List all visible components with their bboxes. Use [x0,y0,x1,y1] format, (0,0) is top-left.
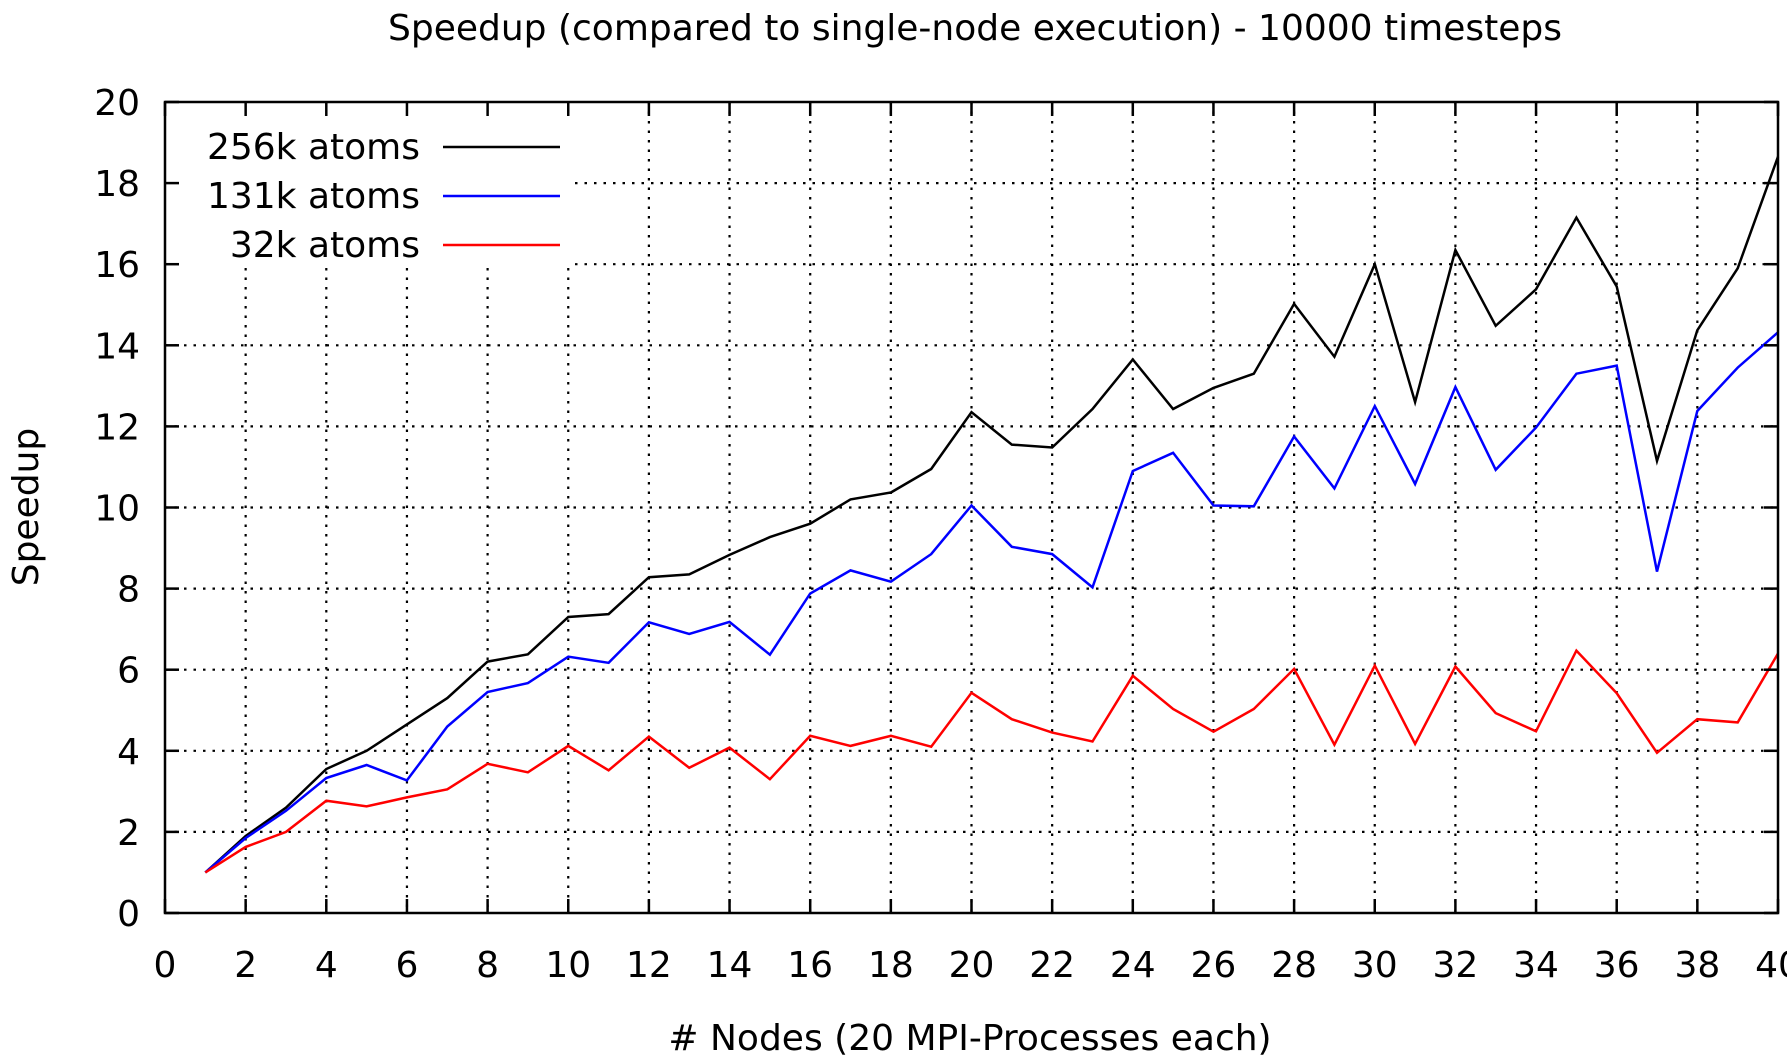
axis-ticks: 0246810121416182022242628303234363840024… [94,83,1787,986]
x-tick-label: 32 [1432,945,1478,986]
x-axis-title: # Nodes (20 MPI-Processes each) [668,1018,1271,1059]
y-tick-label: 18 [94,164,140,205]
y-tick-label: 2 [117,813,140,854]
x-tick-label: 22 [1029,945,1075,986]
y-tick-label: 10 [94,489,140,530]
x-tick-label: 38 [1674,945,1720,986]
x-tick-label: 30 [1352,945,1398,986]
x-tick-label: 24 [1110,945,1156,986]
x-tick-label: 4 [315,945,338,986]
legend: 256k atoms 131k atoms 32k atoms [207,127,560,266]
grid-layer [165,102,1778,913]
x-tick-label: 14 [707,945,753,986]
legend-label: 256k atoms [207,127,420,168]
y-tick-label: 16 [94,245,140,286]
x-tick-label: 28 [1271,945,1317,986]
x-tick-label: 16 [787,945,833,986]
y-tick-label: 14 [94,326,140,367]
x-tick-label: 10 [545,945,591,986]
x-tick-label: 8 [476,945,499,986]
series-line-32k-atoms [204,648,1780,874]
y-axis-title: Speedup [6,428,47,587]
x-tick-label: 12 [626,945,672,986]
x-tick-label: 36 [1594,945,1640,986]
x-tick-label: 2 [234,945,257,986]
legend-label: 32k atoms [230,225,420,266]
legend-label: 131k atoms [207,176,420,217]
y-tick-label: 12 [94,407,140,448]
y-tick-label: 20 [94,83,140,124]
series-line-131k-atoms [204,331,1779,874]
x-tick-label: 0 [154,945,177,986]
x-tick-label: 34 [1513,945,1559,986]
chart-title: Speedup (compared to single-node executi… [388,8,1562,49]
y-tick-label: 8 [117,570,140,611]
x-tick-label: 6 [395,945,418,986]
x-tick-label: 18 [868,945,914,986]
y-tick-label: 6 [117,651,140,692]
series-line-256k-atoms [204,156,1780,874]
x-tick-label: 40 [1755,945,1787,986]
x-tick-label: 26 [1191,945,1237,986]
x-tick-label: 20 [949,945,995,986]
y-tick-label: 4 [117,732,140,773]
y-tick-label: 0 [117,894,140,935]
series-layer [204,156,1780,874]
